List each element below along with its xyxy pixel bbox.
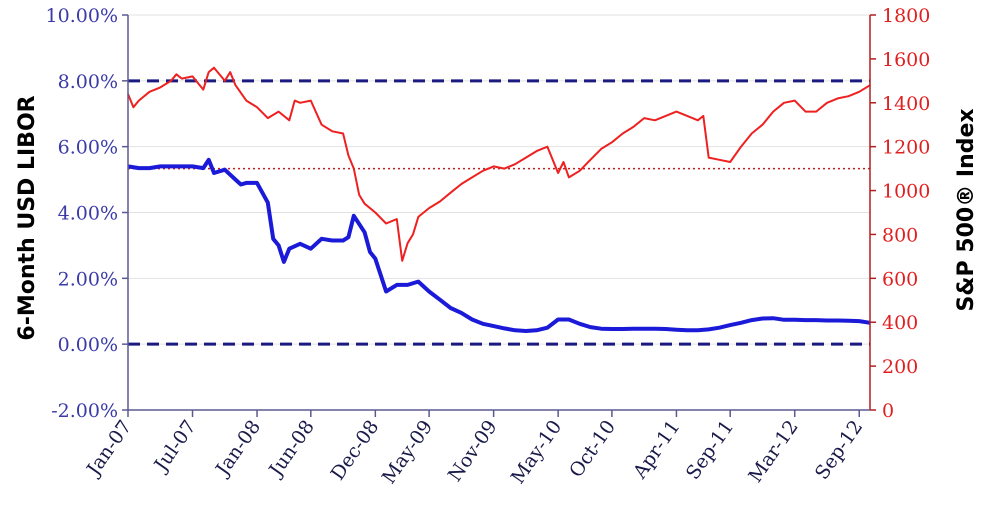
libor-series-line xyxy=(127,157,871,333)
right-tick-label: 400 xyxy=(882,312,918,334)
right-tick-label: 600 xyxy=(882,268,918,290)
x-tick-label: Sep-11 xyxy=(682,416,738,484)
left-tick-label: -2.00% xyxy=(51,400,118,422)
gridlines xyxy=(128,14,870,411)
right-tick-label: 1400 xyxy=(882,93,930,115)
right-tick-label: 200 xyxy=(882,356,918,378)
left-axis-title: 6-Month USD LIBOR xyxy=(15,95,40,340)
x-tick-label: May-09 xyxy=(378,416,437,488)
left-tick-label: 0.00% xyxy=(58,334,118,356)
left-tick-label: 10.00% xyxy=(46,5,118,27)
left-axis-ticks: -2.00% 0.00% 2.00% 4.00% 6.00% 8.00% 10.00% xyxy=(46,5,128,422)
x-tick-label: Nov-09 xyxy=(444,416,502,485)
right-tick-label: 800 xyxy=(882,224,918,246)
x-tick-label: Sep-12 xyxy=(811,416,867,484)
x-tick-label: May-10 xyxy=(507,416,566,488)
right-tick-label: 1600 xyxy=(882,49,930,71)
sp500-series-line xyxy=(127,66,871,262)
right-tick-label: 1200 xyxy=(882,137,930,159)
reference-lines xyxy=(128,79,870,346)
right-tick-label: 1800 xyxy=(882,5,930,27)
left-tick-label: 8.00% xyxy=(58,71,118,93)
left-tick-label: 2.00% xyxy=(58,268,118,290)
x-tick-label: Jul-07 xyxy=(149,416,201,477)
left-tick-label: 4.00% xyxy=(58,203,118,225)
x-tick-label: Jan-08 xyxy=(211,416,266,481)
series-layer xyxy=(127,66,871,333)
x-tick-label: Dec-08 xyxy=(327,416,384,484)
x-tick-label: Apr-11 xyxy=(628,416,684,483)
left-tick-label: 6.00% xyxy=(58,137,118,159)
right-tick-label: 0 xyxy=(882,400,894,422)
x-tick-label: Jun-08 xyxy=(264,416,319,482)
x-tick-label: Oct-10 xyxy=(565,416,620,481)
x-tick-label: Mar-12 xyxy=(744,416,802,486)
right-axis-title: S&P 500® Index xyxy=(954,108,979,311)
x-tick-label: Jan-07 xyxy=(81,416,136,481)
right-axis-ticks: 0 200 400 600 800 1000 1200 1400 1600 1800 xyxy=(870,5,930,422)
right-tick-label: 1000 xyxy=(882,181,930,203)
